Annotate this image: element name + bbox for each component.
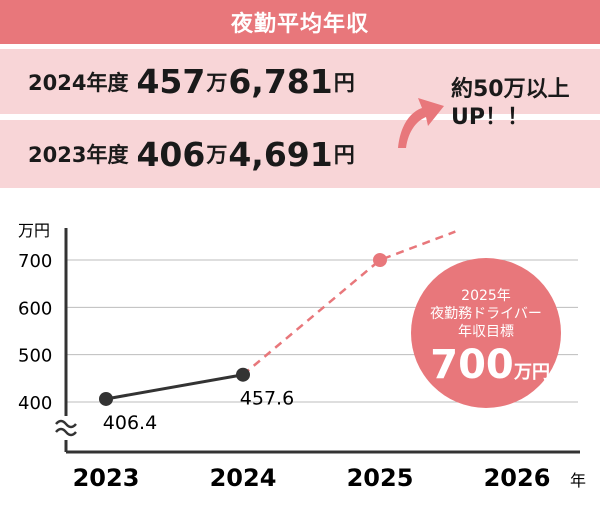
x-tick-label: 2026 bbox=[484, 464, 551, 492]
yen-unit: 円 bbox=[333, 70, 355, 95]
salary-row-2023: 2023年度 406 万 4,691 円 bbox=[0, 120, 600, 188]
y-tick-labels: 400 500 600 700 bbox=[18, 251, 52, 414]
projection-dashed-line bbox=[242, 230, 456, 376]
target-bubble-line2: 夜勤務ドライバー bbox=[430, 306, 542, 322]
y-tick-label: 600 bbox=[18, 298, 52, 319]
x-tick-label: 2023 bbox=[73, 464, 140, 492]
x-tick-label: 2024 bbox=[210, 464, 277, 492]
target-bubble-value: 700 bbox=[430, 342, 514, 388]
salary-rest-value: 6,781 bbox=[228, 62, 333, 101]
data-label-2024: 457.6 bbox=[240, 388, 294, 410]
x-unit-label: 年 bbox=[570, 471, 586, 490]
series-layer: 406.4 457.6 bbox=[99, 230, 456, 434]
salary-man-value: 457 bbox=[136, 62, 206, 101]
axis-break-icon bbox=[52, 416, 80, 440]
actual-series-line bbox=[105, 373, 244, 401]
page-title: 夜勤平均年収 bbox=[0, 0, 600, 44]
row-year-label: 2024年度 bbox=[28, 70, 129, 95]
target-bubble-line1: 2025年 bbox=[461, 288, 511, 304]
increase-callout-line2: UP！！ bbox=[451, 105, 529, 130]
target-bubble: 2025年 夜勤務ドライバー 年収目標 700 万円 bbox=[411, 258, 561, 408]
data-label-2023: 406.4 bbox=[103, 412, 157, 434]
data-point-2024 bbox=[236, 367, 250, 382]
projection-point-2025 bbox=[373, 253, 387, 267]
y-axis-label: 万円 bbox=[18, 221, 50, 240]
increase-callout-line1: 約50万以上 bbox=[451, 77, 570, 102]
man-unit: 万 bbox=[206, 70, 228, 95]
salary-man-value: 406 bbox=[136, 134, 206, 174]
y-tick-label: 400 bbox=[18, 393, 52, 414]
target-bubble-unit: 万円 bbox=[513, 362, 550, 383]
target-bubble-line3: 年収目標 bbox=[458, 324, 514, 340]
increase-callout: 約50万以上 UP！！ bbox=[451, 76, 570, 132]
curved-up-arrow-icon bbox=[398, 98, 444, 148]
man-unit: 万 bbox=[206, 143, 228, 167]
data-point-2023 bbox=[99, 391, 113, 406]
salary-row-2024: 2024年度 457 万 6,781 円 bbox=[0, 49, 600, 114]
row-year-label: 2023年度 bbox=[28, 143, 129, 167]
x-tick-labels: 2023 2024 2025 2026 年 bbox=[73, 464, 586, 492]
y-tick-label: 700 bbox=[18, 251, 52, 272]
yen-unit: 円 bbox=[333, 143, 355, 167]
x-tick-label: 2025 bbox=[347, 464, 414, 492]
target-bubble-circle bbox=[411, 258, 561, 408]
y-tick-label: 500 bbox=[18, 346, 52, 367]
salary-rest-value: 4,691 bbox=[228, 134, 333, 174]
